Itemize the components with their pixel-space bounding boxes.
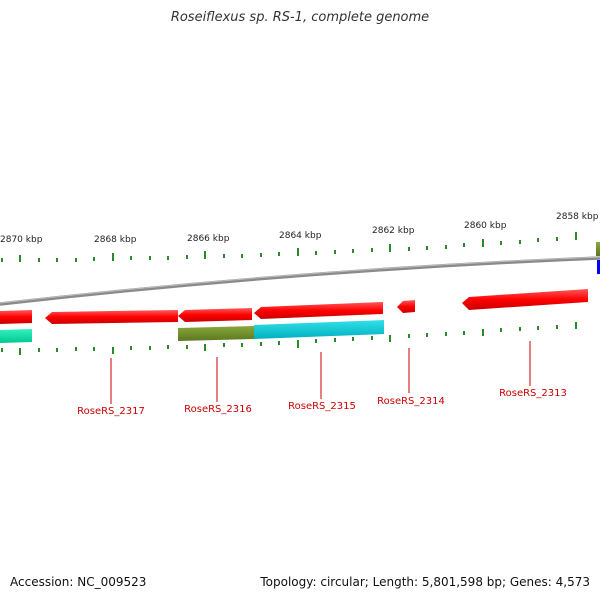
- label-connectors: [110, 341, 531, 404]
- genome-backbone: [0, 256, 600, 306]
- scale-label-2860: 2860 kbp: [464, 221, 507, 231]
- gene-track-secondary: [0, 242, 600, 343]
- gene-arrow-rosers-2316[interactable]: [178, 308, 252, 322]
- accession-label: Accession: NC_009523: [10, 575, 147, 589]
- scale-label-2858: 2858 kbp: [556, 212, 599, 222]
- feature-blue-edge[interactable]: [597, 260, 600, 274]
- gene-arrow-left-edge[interactable]: [0, 310, 32, 324]
- gene-arrow-rosers-2315[interactable]: [254, 302, 383, 319]
- genome-title: Roseiflexus sp. RS-1, complete genome: [170, 10, 430, 25]
- feature-olive-edge[interactable]: [596, 242, 600, 256]
- gene-arrow-rosers-2314[interactable]: [397, 300, 415, 313]
- gene-label-rosers-2313[interactable]: RoseRS_2313: [499, 388, 567, 399]
- scale-label-2868: 2868 kbp: [94, 235, 137, 245]
- feature-olive-block[interactable]: [178, 326, 254, 341]
- gene-label-rosers-2317[interactable]: RoseRS_2317: [77, 406, 145, 417]
- upper-tick-row: [1, 232, 577, 262]
- gene-arrow-rosers-2317[interactable]: [45, 310, 178, 324]
- gene-label-rosers-2314[interactable]: RoseRS_2314: [377, 396, 445, 407]
- gene-label-rosers-2315[interactable]: RoseRS_2315: [288, 401, 356, 412]
- scale-label-2862: 2862 kbp: [372, 226, 415, 236]
- feature-cyan-block[interactable]: [254, 320, 384, 339]
- scale-label-2864: 2864 kbp: [279, 231, 322, 241]
- gene-arrow-rosers-2313[interactable]: [462, 289, 588, 310]
- scale-label-2866: 2866 kbp: [187, 234, 230, 244]
- feature-teal-block[interactable]: [0, 329, 32, 343]
- scale-label-2870: 2870 kbp: [0, 235, 43, 245]
- gene-label-rosers-2316[interactable]: RoseRS_2316: [184, 404, 252, 415]
- genome-summary: Topology: circular; Length: 5,801,598 bp…: [260, 575, 590, 589]
- lower-tick-row: [1, 322, 577, 355]
- gene-track-red: [0, 289, 588, 324]
